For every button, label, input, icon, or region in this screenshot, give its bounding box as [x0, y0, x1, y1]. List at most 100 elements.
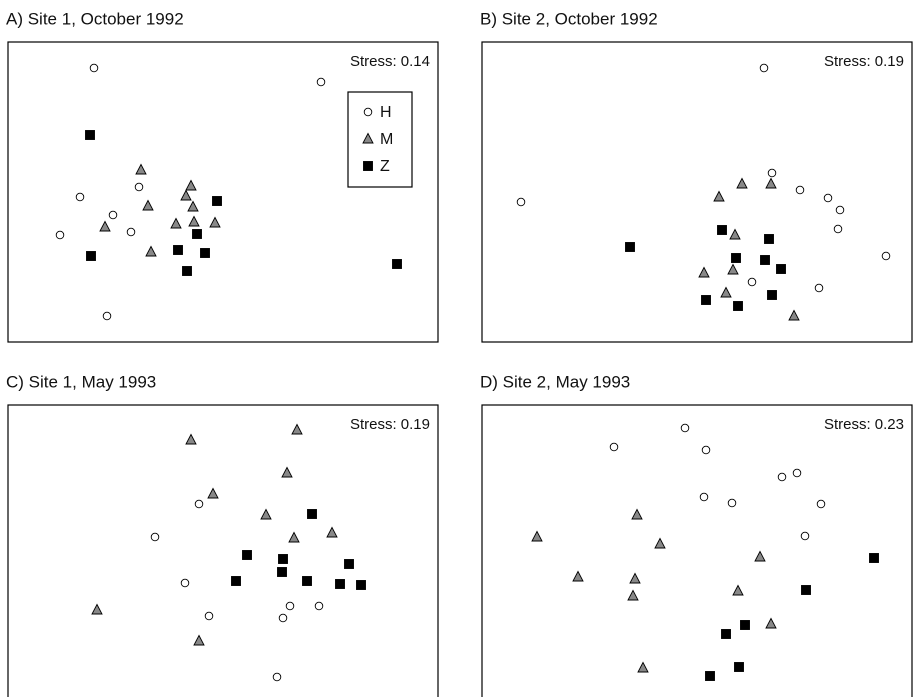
frame — [481, 41, 913, 343]
point — [204, 611, 214, 621]
point — [242, 550, 252, 560]
point — [193, 634, 205, 646]
panel-title: B) Site 2, October 1992 — [480, 9, 658, 28]
point — [701, 445, 711, 455]
point — [285, 601, 295, 611]
point — [192, 229, 202, 239]
point — [720, 286, 732, 298]
point — [625, 242, 635, 252]
point — [721, 629, 731, 639]
point — [99, 220, 111, 232]
point — [185, 433, 197, 445]
point — [736, 177, 748, 189]
stress-label: Stress: 0.19 — [350, 416, 430, 433]
point — [747, 277, 757, 287]
point — [701, 295, 711, 305]
point — [717, 225, 727, 235]
frame — [481, 404, 913, 697]
point — [85, 130, 95, 140]
point — [795, 185, 805, 195]
point — [150, 532, 160, 542]
point — [531, 530, 543, 542]
frame — [7, 41, 439, 343]
legend-label: M — [380, 131, 393, 148]
frame — [7, 404, 439, 697]
point — [135, 163, 147, 175]
point — [307, 509, 317, 519]
point — [260, 508, 272, 520]
point — [727, 263, 739, 275]
point — [91, 603, 103, 615]
point — [142, 199, 154, 211]
point — [881, 251, 891, 261]
point — [170, 217, 182, 229]
point — [731, 253, 741, 263]
point — [134, 182, 144, 192]
point — [207, 487, 219, 499]
point — [277, 567, 287, 577]
point — [108, 210, 118, 220]
point — [627, 589, 639, 601]
legend-box — [347, 91, 413, 188]
point — [835, 205, 845, 215]
point — [182, 266, 192, 276]
point — [326, 526, 338, 538]
point — [759, 63, 769, 73]
point — [732, 584, 744, 596]
point — [281, 466, 293, 478]
point — [800, 531, 810, 541]
point — [209, 216, 221, 228]
point — [89, 63, 99, 73]
point — [733, 301, 743, 311]
legend-label: Z — [380, 158, 390, 175]
point — [392, 259, 402, 269]
point — [86, 251, 96, 261]
legend-marker — [363, 107, 373, 117]
point — [776, 264, 786, 274]
legend-marker — [362, 132, 374, 144]
point — [788, 309, 800, 321]
point — [200, 248, 210, 258]
point — [126, 227, 136, 237]
point — [764, 234, 774, 244]
point — [278, 613, 288, 623]
panel-title: C) Site 1, May 1993 — [6, 372, 156, 391]
point — [705, 671, 715, 681]
point — [102, 311, 112, 321]
point — [727, 498, 737, 508]
point — [291, 423, 303, 435]
point — [55, 230, 65, 240]
point — [187, 200, 199, 212]
point — [231, 576, 241, 586]
point — [833, 224, 843, 234]
point — [180, 189, 192, 201]
point — [316, 77, 326, 87]
point — [344, 559, 354, 569]
point — [792, 468, 802, 478]
point — [654, 537, 666, 549]
point — [272, 672, 282, 682]
point — [173, 245, 183, 255]
legend-marker — [363, 161, 373, 171]
point — [734, 662, 744, 672]
point — [767, 290, 777, 300]
point — [609, 442, 619, 452]
point — [75, 192, 85, 202]
point — [188, 215, 200, 227]
point — [314, 601, 324, 611]
legend-label: H — [380, 104, 392, 121]
stress-label: Stress: 0.23 — [824, 416, 904, 433]
stress-label: Stress: 0.14 — [350, 53, 430, 70]
point — [699, 492, 709, 502]
point — [629, 572, 641, 584]
point — [816, 499, 826, 509]
point — [335, 579, 345, 589]
panel-title: D) Site 2, May 1993 — [480, 372, 630, 391]
point — [288, 531, 300, 543]
point — [631, 508, 643, 520]
point — [754, 550, 766, 562]
point — [765, 177, 777, 189]
point — [767, 168, 777, 178]
panel-title: A) Site 1, October 1992 — [6, 9, 184, 28]
